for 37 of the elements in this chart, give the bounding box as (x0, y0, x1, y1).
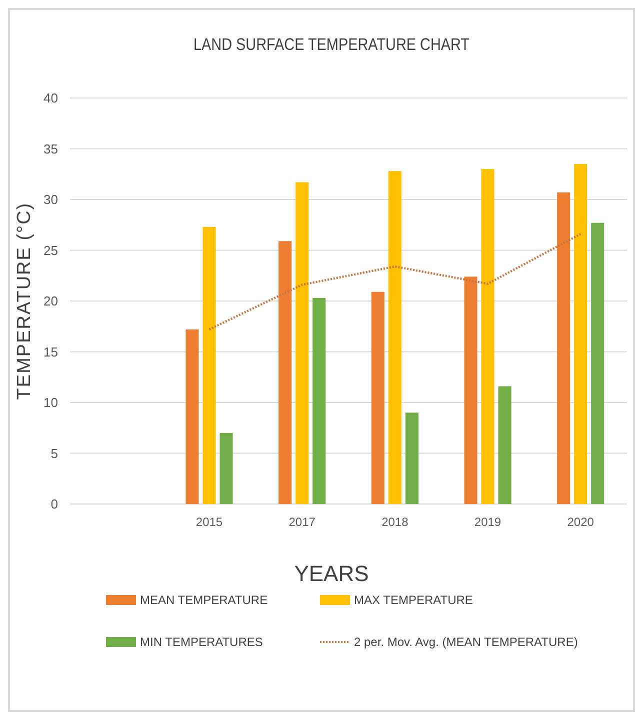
y-tick-label: 0 (50, 496, 58, 512)
bar (186, 329, 199, 504)
bar (464, 276, 478, 504)
y-tick-label: 5 (50, 446, 58, 461)
legend-label: 2 per. Mov. Avg. (MEAN TEMPERATURE) (354, 635, 578, 650)
x-axis-title: YEARS (294, 561, 369, 586)
y-tick-label: 30 (44, 192, 58, 208)
x-tick-label: 2015 (196, 515, 223, 529)
bar (388, 171, 402, 504)
y-tick-label: 20 (44, 294, 58, 309)
y-tick-label: 10 (44, 395, 58, 410)
bar (498, 386, 512, 504)
y-tick-label: 15 (44, 344, 58, 360)
bar (371, 292, 384, 504)
x-tick-label: 2020 (567, 515, 594, 529)
bar (557, 192, 570, 504)
x-tick-label: 2019 (474, 515, 502, 529)
bar (574, 164, 588, 504)
legend-label: MIN TEMPERATURES (140, 635, 263, 650)
y-axis-title: TEMPERATURE (°C) (14, 202, 35, 400)
x-tick-label: 2018 (382, 515, 409, 529)
bar (312, 298, 326, 504)
bar (220, 432, 233, 504)
bar (591, 222, 604, 504)
bar (202, 226, 216, 504)
y-tick-label: 40 (44, 90, 58, 106)
bar (405, 412, 418, 504)
x-tick-label: 2017 (288, 515, 316, 529)
line-series (208, 232, 582, 331)
legend-label: MEAN TEMPERATURE (140, 593, 268, 608)
bar (278, 241, 292, 504)
bar (296, 182, 309, 504)
y-tick-label: 25 (44, 242, 58, 258)
y-tick-label: 35 (44, 141, 58, 156)
legend-label: MAX TEMPERATURE (354, 593, 473, 608)
chart-title: LAND SURFACE TEMPERATURE CHART (193, 36, 470, 54)
bar (481, 169, 494, 504)
